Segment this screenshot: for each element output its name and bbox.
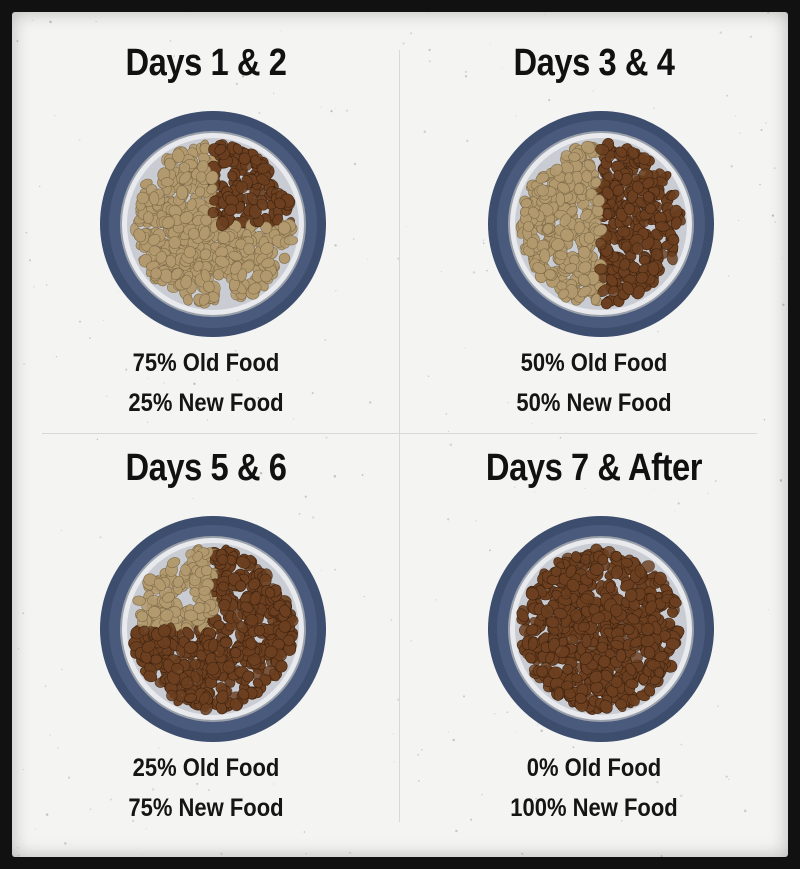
panel-days-1-2: Days 1 & 2 75% Old Food 25% New Food — [12, 12, 400, 432]
food-bowl-icon — [488, 111, 714, 337]
panel-days-3-4: Days 3 & 4 50% Old Food 50% New Food — [400, 12, 788, 432]
infographic-frame: Days 1 & 2 75% Old Food 25% New Food Day… — [12, 12, 788, 857]
old-food-ratio: 25% Old Food — [132, 754, 280, 782]
panel-title: Days 3 & 4 — [513, 42, 675, 84]
kibble-pile — [516, 543, 685, 715]
old-food-ratio: 50% Old Food — [520, 349, 668, 377]
divider-horizontal — [42, 433, 757, 434]
food-bowl-icon — [100, 111, 326, 337]
food-bowl-icon — [488, 516, 714, 742]
panel-days-5-6: Days 5 & 6 25% Old Food 75% New Food — [12, 417, 400, 837]
old-food-ratio: 0% Old Food — [526, 754, 662, 782]
new-food-ratio: 25% New Food — [128, 389, 284, 417]
kibble-pile — [128, 544, 299, 716]
new-food-ratio: 100% New Food — [510, 794, 678, 822]
panel-title: Days 1 & 2 — [125, 42, 287, 84]
kibble-pile — [130, 139, 298, 309]
kibble-pile — [515, 138, 686, 310]
new-food-ratio: 75% New Food — [128, 794, 284, 822]
divider-vertical — [399, 50, 400, 822]
new-food-ratio: 50% New Food — [516, 389, 672, 417]
old-food-ratio: 75% Old Food — [132, 349, 280, 377]
panel-days-7-after: Days 7 & After 0% Old Food 100% New Food — [400, 417, 788, 837]
food-bowl-icon — [100, 516, 326, 742]
panel-title: Days 5 & 6 — [125, 447, 287, 489]
panel-title: Days 7 & After — [485, 447, 703, 489]
